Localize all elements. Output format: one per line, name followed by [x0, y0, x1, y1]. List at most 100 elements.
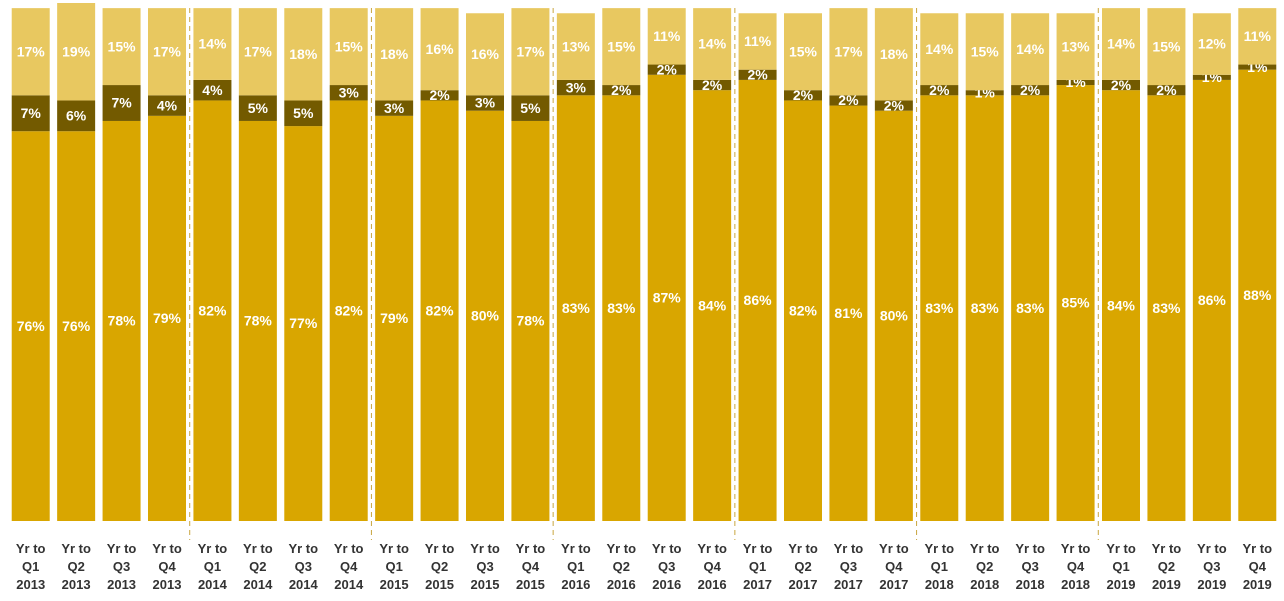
- bar-segment: [148, 8, 186, 96]
- value-label: 79%: [380, 310, 409, 326]
- value-label: 83%: [607, 300, 636, 316]
- bar-segment: [284, 8, 323, 101]
- bar-segment: [11, 8, 50, 96]
- value-label: 19%: [62, 43, 91, 59]
- x-tick-label: Yr to Q3 2017: [834, 541, 864, 592]
- x-tick-label: Yr to Q3 2019: [1197, 541, 1227, 592]
- bar-segment: [1102, 8, 1140, 80]
- value-label: 78%: [516, 313, 545, 329]
- value-label: 5%: [248, 100, 269, 116]
- x-tick-label: Yr to Q4 2014: [334, 541, 364, 592]
- bar-segment: [874, 110, 913, 521]
- bar-segment: [829, 8, 868, 96]
- value-label: 76%: [17, 318, 46, 334]
- value-label: 6%: [66, 108, 87, 124]
- x-tick-label: Yr to Q1 2014: [198, 541, 228, 592]
- value-label: 2%: [429, 87, 450, 103]
- value-label: 84%: [698, 297, 727, 313]
- value-label: 16%: [471, 46, 500, 62]
- bar-segment: [738, 13, 777, 70]
- bar-segment: [874, 8, 913, 101]
- value-label: 15%: [789, 43, 818, 59]
- value-label: 79%: [153, 310, 182, 326]
- bar-segment: [148, 115, 186, 522]
- bar-segment: [738, 69, 777, 80]
- bar-segment: [1102, 79, 1140, 91]
- value-label: 17%: [516, 43, 545, 59]
- value-label: 85%: [1062, 295, 1091, 311]
- x-tick-label: Yr to Q1 2016: [561, 541, 591, 592]
- value-label: 2%: [702, 77, 723, 93]
- bar-segment: [1102, 90, 1140, 522]
- value-label: 76%: [62, 318, 91, 334]
- value-label: 3%: [566, 79, 587, 95]
- value-label: 2%: [611, 82, 632, 98]
- x-tick-label: Yr to Q3 2018: [1015, 541, 1045, 592]
- value-label: 17%: [153, 43, 182, 59]
- bar-segment: [1238, 64, 1277, 70]
- bar-segment: [11, 95, 50, 132]
- value-label: 4%: [202, 82, 223, 98]
- x-tick-label: Yr to Q1 2015: [379, 541, 409, 592]
- x-tick-label: Yr to Q3 2015: [470, 541, 500, 592]
- value-label: 2%: [838, 92, 859, 108]
- bar-segment: [1056, 13, 1095, 80]
- value-label: 80%: [471, 308, 500, 324]
- value-label: 2%: [884, 97, 905, 113]
- bar-segment: [57, 3, 96, 101]
- value-label: 2%: [929, 82, 950, 98]
- value-label: 83%: [925, 300, 954, 316]
- bar-segment: [920, 95, 959, 521]
- bar-segment: [238, 8, 277, 96]
- bar-segment: [148, 95, 186, 116]
- bar-segment: [193, 8, 232, 80]
- value-label: 77%: [289, 315, 318, 331]
- bar-segment: [466, 110, 504, 521]
- bar-segment: [420, 8, 459, 91]
- bar-segment: [1011, 95, 1050, 521]
- x-tick-label: Yr to Q3 2014: [288, 541, 318, 592]
- bar-segment: [556, 79, 595, 96]
- bar-segment: [57, 100, 96, 132]
- value-label: 14%: [698, 36, 727, 52]
- value-label: 15%: [335, 38, 364, 54]
- value-label: 83%: [971, 300, 1000, 316]
- x-tick-label: Yr to Q2 2017: [788, 541, 818, 592]
- value-label: 83%: [1016, 300, 1045, 316]
- x-tick-label: Yr to Q4 2017: [879, 541, 909, 592]
- value-label: 17%: [244, 43, 273, 59]
- bar-segment: [1238, 8, 1277, 65]
- value-label: 7%: [21, 105, 42, 121]
- bar-segment: [920, 85, 959, 96]
- bar-segment: [511, 95, 550, 121]
- x-tick-label: Yr to Q4 2018: [1061, 541, 1091, 592]
- bar-segment: [602, 85, 641, 96]
- value-label: 4%: [157, 97, 178, 113]
- bar-segment: [693, 90, 732, 522]
- x-tick-label: Yr to Q4 2016: [697, 541, 727, 592]
- bar-segment: [57, 131, 96, 521]
- bar-segment: [102, 8, 141, 86]
- bar-segment: [329, 8, 368, 86]
- bar-segment: [784, 100, 822, 521]
- bar-segment: [1192, 79, 1231, 521]
- value-label: 81%: [834, 305, 863, 321]
- value-label: 11%: [744, 33, 772, 49]
- x-tick-label: Yr to Q3 2013: [107, 541, 137, 592]
- bar-segment: [647, 64, 686, 75]
- bar-segment: [466, 95, 504, 111]
- bar-segment: [102, 85, 141, 121]
- bar-segment: [511, 8, 550, 96]
- value-label: 11%: [653, 28, 681, 44]
- value-label: 14%: [198, 36, 227, 52]
- value-label: 15%: [1152, 38, 1181, 54]
- value-label: 14%: [1016, 41, 1045, 57]
- bar-segment: [375, 8, 414, 101]
- bar-segment: [238, 95, 277, 121]
- x-tick-label: Yr to Q3 2016: [652, 541, 682, 592]
- bar-segment: [874, 100, 913, 111]
- value-label: 78%: [244, 313, 273, 329]
- bar-segment: [375, 100, 414, 116]
- bar-segment: [375, 115, 414, 522]
- x-tick-label: Yr to Q1 2019: [1106, 541, 1136, 592]
